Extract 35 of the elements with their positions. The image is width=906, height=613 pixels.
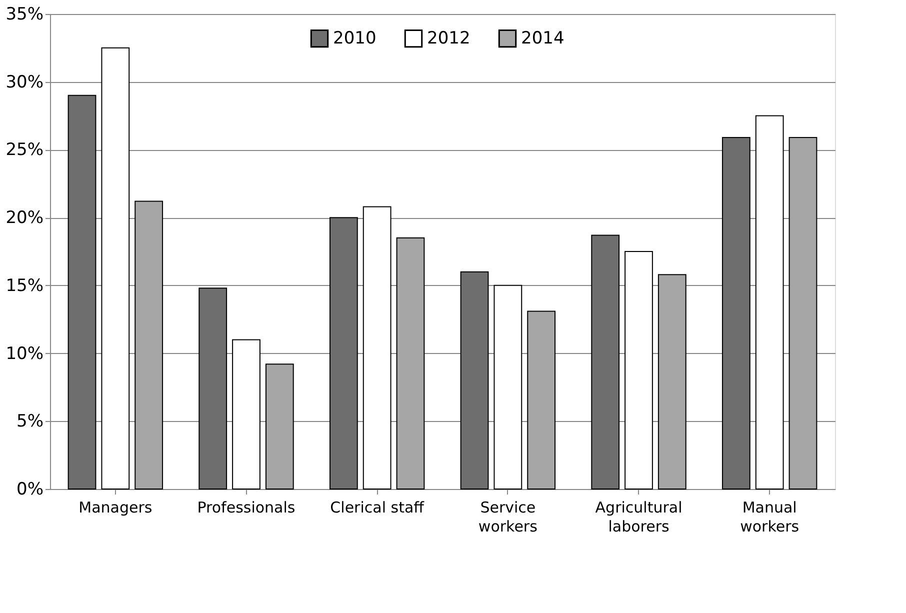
legend-label: 2012	[427, 28, 470, 49]
bar	[658, 274, 686, 490]
legend-label: 2014	[521, 28, 564, 49]
bar	[134, 200, 164, 490]
bar	[396, 237, 425, 490]
bar	[527, 310, 556, 490]
x-tick-label: Service workers	[478, 498, 538, 536]
y-tick-label: 30%	[6, 72, 44, 92]
bar	[591, 234, 620, 490]
bar	[624, 251, 653, 490]
bar	[460, 271, 489, 490]
bar	[362, 206, 392, 490]
bar	[68, 94, 96, 490]
y-tick-label: 15%	[6, 276, 44, 296]
x-tick-label: Clerical staff	[330, 498, 425, 516]
bar	[755, 115, 784, 490]
y-tick-label: 5%	[16, 412, 44, 432]
x-tick-label: Managers	[78, 498, 152, 516]
y-tick-label: 0%	[16, 480, 44, 500]
bar	[494, 284, 522, 490]
y-tick-label: 20%	[6, 208, 44, 228]
y-tick-label: 10%	[6, 344, 44, 364]
x-tick-label: Professionals	[197, 498, 296, 516]
y-tick-label: 25%	[6, 140, 44, 160]
bar	[329, 217, 358, 490]
x-tick-label: Agricultural laborers	[595, 498, 682, 536]
legend-label: 2010	[333, 28, 376, 49]
bar	[788, 137, 818, 490]
bar	[101, 47, 130, 490]
bar	[198, 288, 228, 490]
bar	[265, 364, 294, 490]
bar	[232, 339, 260, 490]
x-tick-label: Manual workers	[740, 498, 800, 536]
bar	[722, 137, 750, 490]
y-tick-label: 35%	[6, 4, 44, 24]
